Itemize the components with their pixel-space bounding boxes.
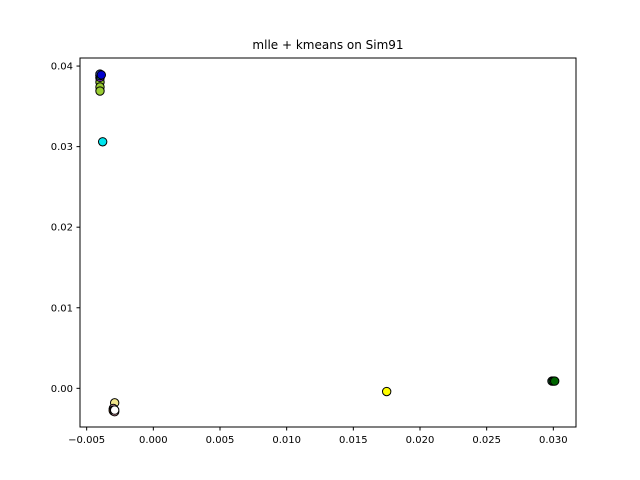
points-layer (95, 69, 560, 417)
y-axis: 0.00 0.01 0.02 0.03 0.04 (51, 62, 80, 395)
y-tick-label: 0.01 (51, 303, 73, 314)
x-axis: −0.005 0.000 0.005 0.010 0.015 0.020 0.025 0.03… (68, 427, 568, 446)
x-tick-label: 0.000 (139, 435, 168, 446)
chart-title: mlle + kmeans on Sim91 (252, 38, 403, 52)
y-tick-label: 0.03 (51, 142, 73, 153)
x-tick-label: 0.010 (272, 435, 301, 446)
y-tick-label: 0.04 (51, 62, 73, 73)
x-tick-label: 0.030 (539, 435, 568, 446)
x-tick-label: 0.005 (206, 435, 235, 446)
scatter-point-9 (97, 137, 108, 147)
scatter-point-4 (95, 86, 105, 96)
scatter-point-16 (381, 386, 392, 397)
scatter-point-19 (549, 376, 560, 386)
y-tick-label: 0.00 (51, 384, 73, 395)
x-tick-label: −0.005 (68, 435, 105, 446)
scatter-point-8 (96, 70, 107, 80)
x-tick-label: 0.015 (339, 435, 368, 446)
scatter-point-15 (109, 405, 120, 415)
x-tick-label: 0.020 (406, 435, 435, 446)
y-tick-label: 0.02 (51, 223, 73, 234)
x-tick-label: 0.025 (472, 435, 501, 446)
plot-frame (79, 57, 577, 428)
